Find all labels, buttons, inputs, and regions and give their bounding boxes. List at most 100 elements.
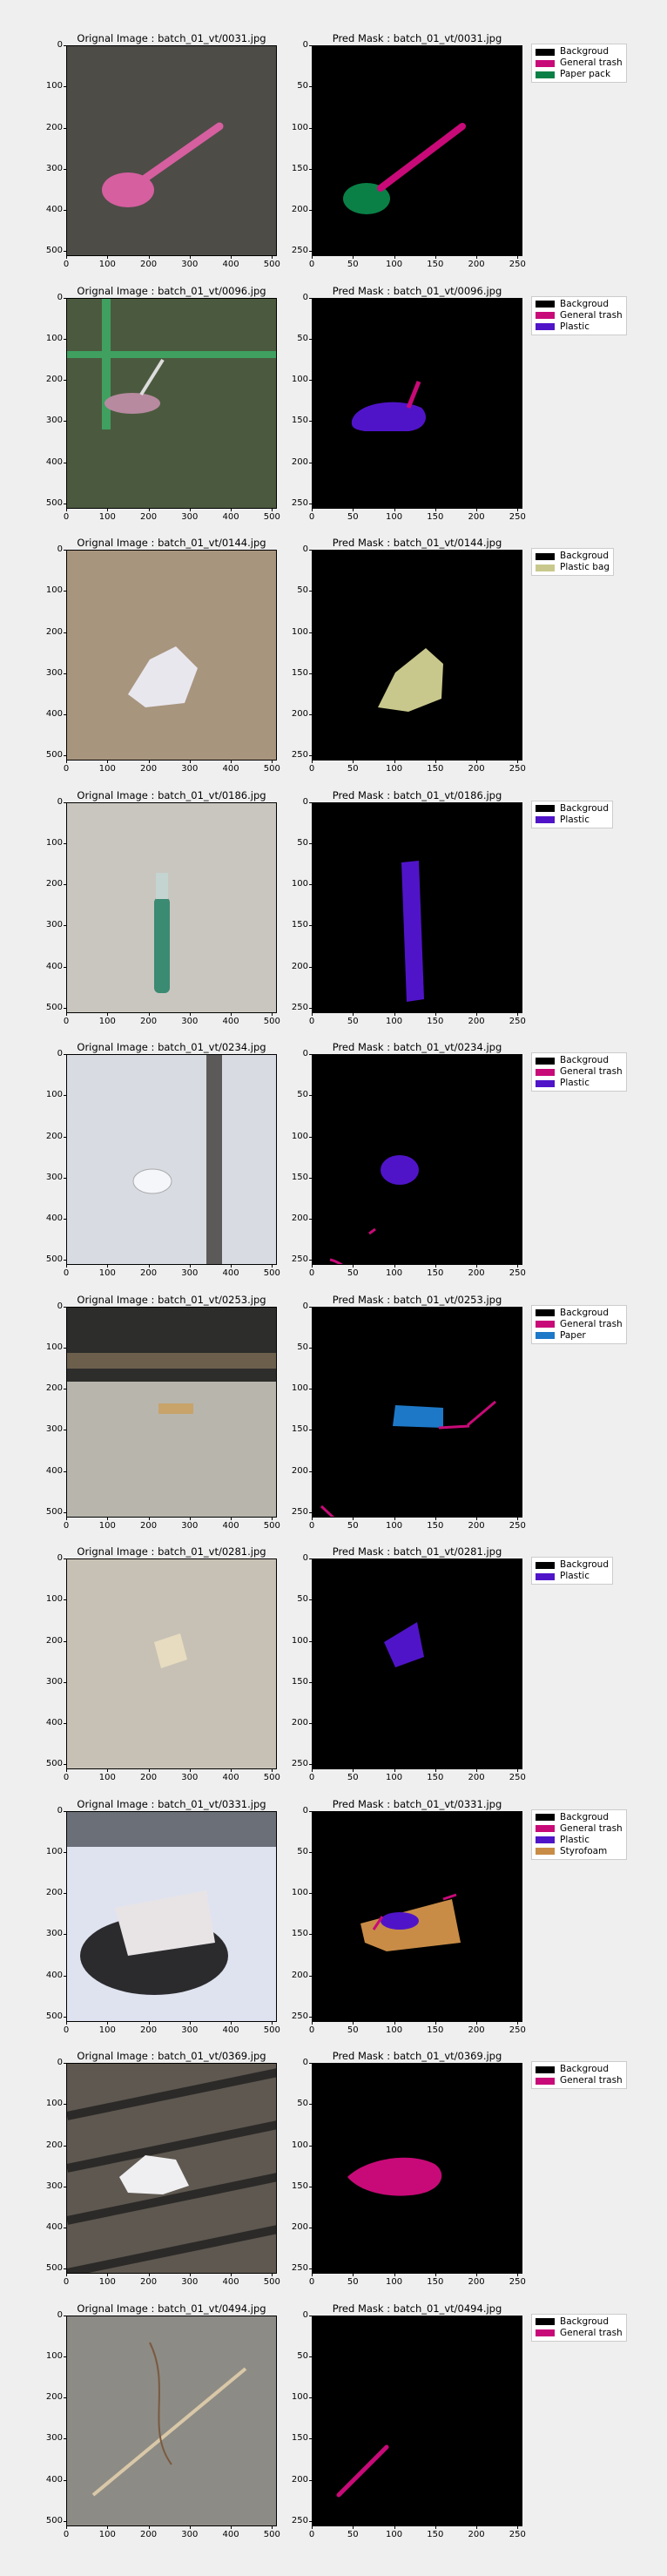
original-y-tick-label: 500	[45, 750, 63, 761]
original-x-tick	[66, 1517, 67, 1520]
original-x-tick-label: 500	[263, 1520, 280, 1531]
original-y-tick-label: 500	[45, 1759, 63, 1769]
original-y-tick-label: 100	[45, 2350, 63, 2361]
mask-x-tick-label: 250	[509, 2025, 526, 2035]
original-y-tick	[64, 673, 66, 674]
original-y-tick	[64, 2438, 66, 2440]
legend-swatch	[536, 1321, 555, 1328]
original-x-tick	[107, 1769, 109, 1772]
original-x-tick	[66, 761, 67, 763]
mask-content	[378, 648, 443, 712]
original-x-tick	[189, 1012, 191, 1016]
mask-x-tick	[476, 1265, 478, 1268]
original-y-tick-label: 500	[45, 497, 63, 508]
original-x-tick-label: 500	[263, 2277, 280, 2287]
legend-item: Plastic	[536, 1078, 623, 1089]
original-x-tick	[231, 761, 232, 763]
original-y-tick-label: 300	[45, 163, 63, 173]
mask-x-tick-label: 100	[385, 764, 403, 774]
mask-y-tick-label: 250	[291, 1254, 308, 1265]
original-x-tick	[107, 2274, 109, 2276]
original-x-tick-label: 100	[98, 764, 116, 774]
original-x-tick	[66, 508, 67, 511]
mask-x-tick-label: 50	[347, 2277, 359, 2287]
original-x-tick-label: 500	[263, 1268, 280, 1278]
original-image	[66, 550, 277, 761]
original-image	[66, 801, 277, 1013]
original-x-tick-label: 400	[222, 764, 239, 774]
legend-label: Styrofoam	[560, 1845, 608, 1856]
mask-x-tick-label: 150	[427, 260, 444, 269]
legend-item: General trash	[536, 57, 623, 69]
original-x-tick-label: 0	[63, 1016, 70, 1026]
mask-y-tick-label: 100	[291, 1131, 308, 1141]
mask-y-tick-label: 150	[291, 416, 308, 426]
original-y-tick	[64, 1471, 66, 1472]
original-x-tick-label: 500	[263, 1773, 280, 1782]
legend: Backgroud Plastic	[531, 1557, 613, 1585]
original-x-tick	[231, 1517, 232, 1520]
legend-item: General trash	[536, 2075, 623, 2086]
original-y-tick-label: 200	[45, 626, 63, 637]
mask-x-tick-label: 50	[347, 1268, 359, 1278]
original-image	[66, 2315, 277, 2526]
mask-x-tick-label: 100	[385, 260, 403, 269]
mask-x-tick-label: 50	[347, 2529, 359, 2539]
legend-item: Paper	[536, 1330, 623, 1342]
legend-item: Styrofoam	[536, 1846, 623, 1857]
legend: Backgroud General trash Plastic	[531, 1052, 627, 1092]
original-y-tick-label: 300	[45, 416, 63, 426]
original-y-tick	[64, 1681, 66, 1683]
original-x-tick	[107, 761, 109, 763]
mask-x-tick-label: 100	[385, 2529, 403, 2539]
original-x-tick-label: 0	[63, 2529, 70, 2539]
mask-y-tick-label: 0	[302, 2058, 308, 2067]
legend-swatch	[536, 301, 555, 308]
original-y-tick-label: 400	[45, 456, 63, 467]
original-y-tick-label: 400	[45, 2222, 63, 2233]
photo-content	[102, 122, 224, 207]
original-y-tick-label: 200	[45, 122, 63, 132]
original-y-tick-label: 0	[57, 292, 63, 302]
mask-y-tick-label: 200	[291, 1214, 308, 1224]
original-image-title: Orignal Image : batch_01_vt/0234.jpg	[77, 1041, 266, 1053]
mask-x-tick	[435, 1265, 436, 1268]
mask-y-tick-label: 100	[291, 879, 308, 889]
pred-mask	[312, 1306, 522, 1518]
legend: Backgroud General trash	[531, 2313, 627, 2342]
legend-swatch	[536, 2066, 555, 2073]
mask-y-tick-label: 250	[291, 246, 308, 256]
legend: Backgroud General trash	[531, 2061, 627, 2089]
original-y-tick-label: 300	[45, 1929, 63, 1939]
mask-x-tick-label: 100	[385, 2025, 403, 2035]
mask-x-tick-label: 200	[468, 511, 485, 522]
mask-x-tick-label: 150	[427, 764, 444, 774]
original-x-tick	[66, 2274, 67, 2276]
original-x-tick	[231, 2525, 232, 2529]
mask-y-tick-label: 50	[297, 333, 308, 343]
original-y-tick-label: 0	[57, 2058, 63, 2067]
mask-x-tick	[476, 256, 478, 259]
mask-y-tick	[309, 632, 312, 633]
mask-content	[343, 123, 466, 214]
original-y-tick	[64, 168, 66, 170]
legend-swatch	[536, 312, 555, 319]
mask-y-tick	[309, 1260, 312, 1261]
mask-x-tick-label: 250	[509, 764, 526, 774]
original-y-tick	[64, 1851, 66, 1853]
original-x-tick	[148, 256, 150, 259]
mask-x-tick-label: 200	[468, 1016, 485, 1026]
mask-x-tick-label: 150	[427, 2025, 444, 2035]
mask-y-tick	[309, 1177, 312, 1179]
mask-x-tick-label: 50	[347, 260, 359, 269]
original-y-tick-label: 100	[45, 1846, 63, 1856]
original-x-tick-label: 400	[222, 2277, 239, 2287]
mask-y-tick	[309, 2063, 312, 2064]
pred-mask-title: Pred Mask : batch_01_vt/0281.jpg	[332, 1545, 502, 1558]
original-y-tick	[64, 2063, 66, 2064]
original-x-tick-label: 0	[63, 1268, 70, 1278]
mask-y-tick-label: 200	[291, 1718, 308, 1728]
legend-label: Paper pack	[560, 69, 611, 79]
